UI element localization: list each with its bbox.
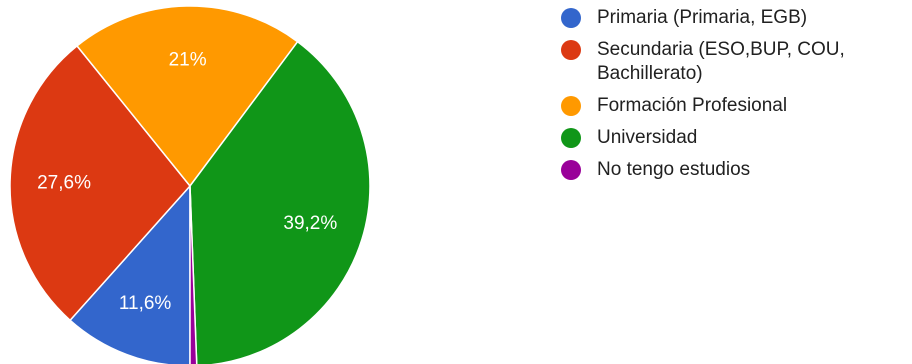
- legend-item-formacion-profesional[interactable]: Formación Profesional: [560, 94, 910, 118]
- legend-label-primaria: Primaria (Primaria, EGB): [597, 7, 808, 28]
- pie-slice-secundaria-eso-bup-cou-bachillerato[interactable]: [9, 45, 191, 322]
- pie-slice-formacion-profesional[interactable]: [76, 5, 299, 187]
- pie-label-universidad: 39,2%: [283, 213, 337, 234]
- legend-swatch-formacion-profesional: [561, 96, 581, 116]
- legend-label-secundaria-line1: Secundaria (ESO,BUP, COU,: [597, 39, 845, 60]
- pie-label-secundaria-eso-bup-cou-bachillerato: 27,6%: [37, 172, 91, 193]
- pie-label-primaria-primaria-egb: 11,6%: [119, 293, 172, 314]
- pie-slice-primaria-primaria-egb[interactable]: [69, 185, 191, 364]
- legend-label-secundaria-line2: Bachillerato): [597, 63, 703, 84]
- legend-item-primaria[interactable]: Primaria (Primaria, EGB): [560, 6, 910, 30]
- legend-item-secundaria[interactable]: Secundaria (ESO,BUP, COU, Bachillerato): [560, 38, 910, 86]
- legend-label-universidad: Universidad: [597, 127, 698, 148]
- pie-slice-labels: 11,6% 27,6% 21% 39,2%: [37, 50, 337, 315]
- pie-slices: [9, 5, 371, 364]
- chart-legend: Primaria (Primaria, EGB) Secundaria (ESO…: [560, 6, 910, 190]
- pie-slice-universidad[interactable]: [189, 40, 371, 364]
- legend-swatch-secundaria: [561, 40, 581, 60]
- legend-swatch-universidad: [561, 128, 581, 148]
- pie-plot-area: 11,6% 27,6% 21% 39,2%: [9, 5, 371, 364]
- pie-label-formacion-profesional: 21%: [169, 50, 207, 71]
- legend-label-formacion-profesional: Formación Profesional: [597, 95, 788, 116]
- legend-swatch-no-tengo-estudios: [561, 160, 581, 180]
- legend-item-universidad[interactable]: Universidad: [560, 126, 910, 150]
- legend-label-no-tengo-estudios: No tengo estudios: [597, 159, 751, 180]
- legend-item-no-tengo-estudios[interactable]: No tengo estudios: [560, 158, 910, 182]
- pie-slice-no-tengo-estudios[interactable]: [189, 185, 198, 364]
- legend-swatch-primaria: [561, 8, 581, 28]
